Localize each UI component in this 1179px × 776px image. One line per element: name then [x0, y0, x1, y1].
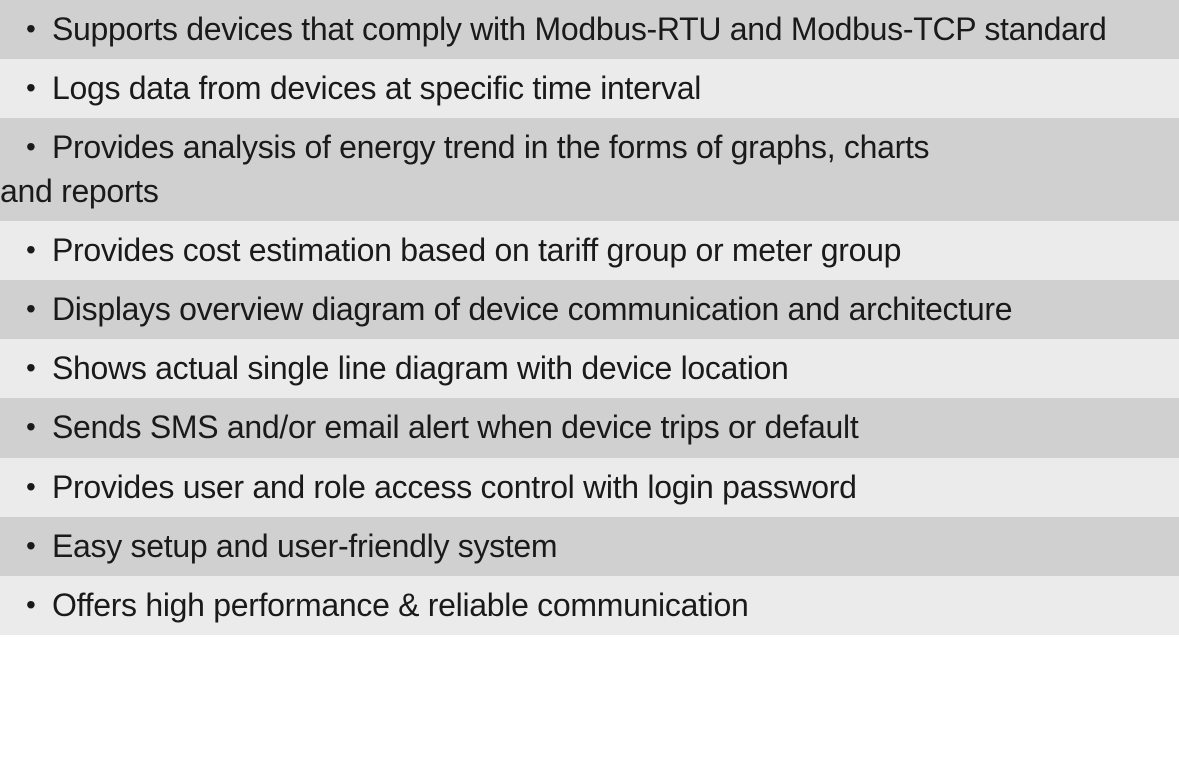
list-item: • Displays overview diagram of device co…	[0, 280, 1179, 339]
feature-text: Logs data from devices at specific time …	[52, 67, 1161, 110]
bullet-icon: •	[18, 67, 52, 109]
feature-text: Supports devices that comply with Modbus…	[52, 8, 1161, 51]
feature-list: • Supports devices that comply with Modb…	[0, 0, 1179, 635]
list-item: • Easy setup and user-friendly system	[0, 517, 1179, 576]
feature-text-continuation: and reports	[0, 170, 1161, 213]
feature-text: Displays overview diagram of device comm…	[52, 288, 1161, 331]
bullet-icon: •	[18, 288, 52, 330]
bullet-icon: •	[18, 466, 52, 508]
bullet-icon: •	[18, 8, 52, 50]
bullet-icon: •	[18, 229, 52, 271]
list-item: • Offers high performance & reliable com…	[0, 576, 1179, 635]
bullet-icon: •	[18, 126, 52, 168]
feature-text: Provides analysis of energy trend in the…	[52, 126, 1161, 169]
feature-text: Provides cost estimation based on tariff…	[52, 229, 1161, 272]
feature-text: Sends SMS and/or email alert when device…	[52, 406, 1161, 449]
list-item: • Provides user and role access control …	[0, 458, 1179, 517]
list-item: • Shows actual single line diagram with …	[0, 339, 1179, 398]
list-item: • Supports devices that comply with Modb…	[0, 0, 1179, 59]
bullet-icon: •	[18, 347, 52, 389]
bullet-icon: •	[18, 584, 52, 626]
feature-text: Shows actual single line diagram with de…	[52, 347, 1161, 390]
bullet-icon: •	[18, 525, 52, 567]
list-item: • Provides cost estimation based on tari…	[0, 221, 1179, 280]
feature-text: Provides user and role access control wi…	[52, 466, 1161, 509]
list-item: • Logs data from devices at specific tim…	[0, 59, 1179, 118]
feature-text: Offers high performance & reliable commu…	[52, 584, 1161, 627]
list-item: • Provides analysis of energy trend in t…	[0, 118, 1179, 220]
bullet-icon: •	[18, 406, 52, 448]
list-item: • Sends SMS and/or email alert when devi…	[0, 398, 1179, 457]
feature-text: Easy setup and user-friendly system	[52, 525, 1161, 568]
